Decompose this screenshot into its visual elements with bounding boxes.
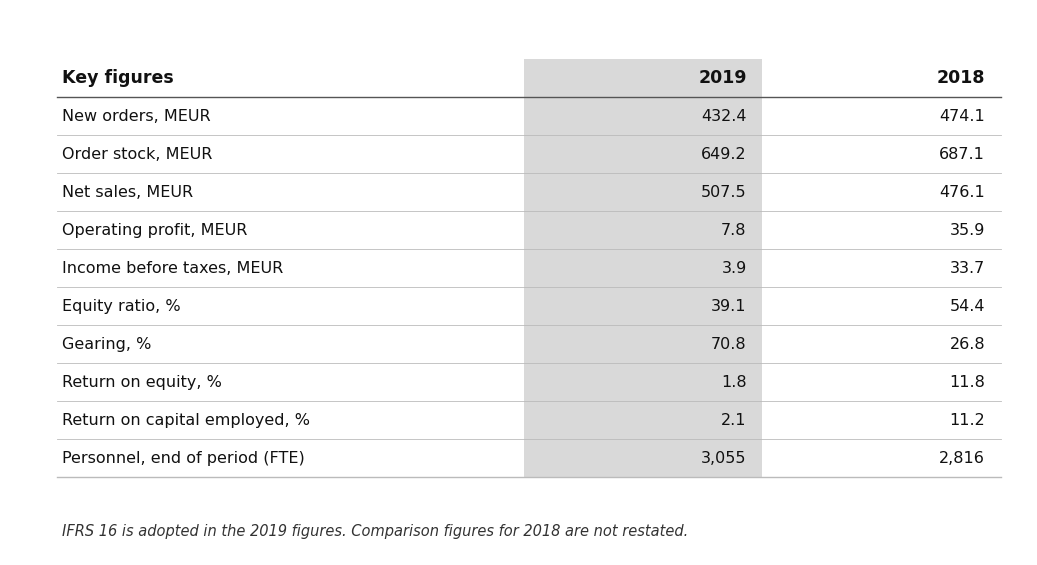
Text: 2.1: 2.1 (721, 413, 747, 428)
Text: 649.2: 649.2 (701, 147, 747, 162)
Text: 2019: 2019 (698, 69, 747, 88)
Text: 26.8: 26.8 (950, 337, 985, 352)
Text: Operating profit, MEUR: Operating profit, MEUR (62, 223, 248, 238)
Text: 70.8: 70.8 (711, 337, 747, 352)
Text: Order stock, MEUR: Order stock, MEUR (62, 147, 213, 162)
Text: Equity ratio, %: Equity ratio, % (62, 299, 180, 314)
Text: Net sales, MEUR: Net sales, MEUR (62, 185, 193, 200)
Text: 2018: 2018 (936, 69, 985, 88)
Text: Return on equity, %: Return on equity, % (62, 375, 222, 390)
Text: 11.2: 11.2 (950, 413, 985, 428)
Text: 35.9: 35.9 (950, 223, 985, 238)
Text: 7.8: 7.8 (721, 223, 747, 238)
Text: New orders, MEUR: New orders, MEUR (62, 109, 211, 124)
Text: 1.8: 1.8 (721, 375, 747, 390)
Text: Personnel, end of period (FTE): Personnel, end of period (FTE) (62, 451, 305, 466)
Text: 3.9: 3.9 (722, 261, 747, 276)
Bar (524, 59, 762, 477)
Text: Key figures: Key figures (62, 69, 174, 88)
Text: Gearing, %: Gearing, % (62, 337, 151, 352)
Text: 2,816: 2,816 (940, 451, 985, 466)
Text: 687.1: 687.1 (940, 147, 985, 162)
Text: Income before taxes, MEUR: Income before taxes, MEUR (62, 261, 283, 276)
Text: 39.1: 39.1 (711, 299, 747, 314)
Text: 3,055: 3,055 (701, 451, 747, 466)
Text: 33.7: 33.7 (950, 261, 985, 276)
Text: 432.4: 432.4 (701, 109, 747, 124)
Text: 474.1: 474.1 (940, 109, 985, 124)
Text: 507.5: 507.5 (701, 185, 747, 200)
Text: Return on capital employed, %: Return on capital employed, % (62, 413, 310, 428)
Text: 54.4: 54.4 (950, 299, 985, 314)
Text: IFRS 16 is adopted in the 2019 figures. Comparison figures for 2018 are not rest: IFRS 16 is adopted in the 2019 figures. … (62, 524, 689, 538)
Text: 476.1: 476.1 (940, 185, 985, 200)
Text: 11.8: 11.8 (949, 375, 985, 390)
